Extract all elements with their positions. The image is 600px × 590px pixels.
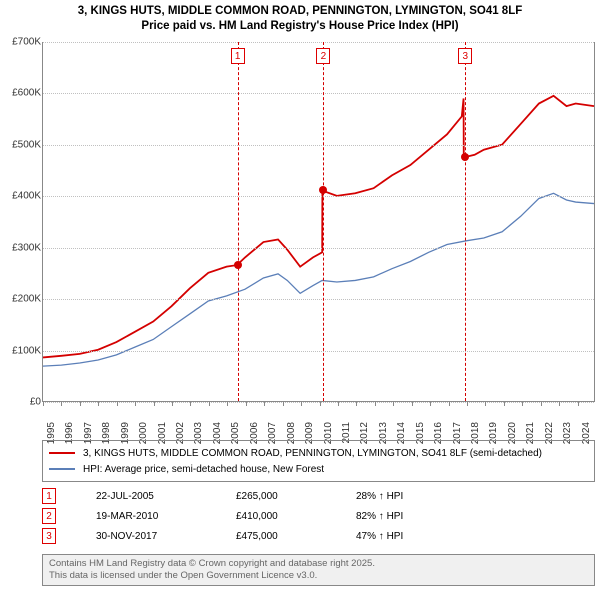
legend-label: 3, KINGS HUTS, MIDDLE COMMON ROAD, PENNI… [83, 448, 542, 459]
legend: 3, KINGS HUTS, MIDDLE COMMON ROAD, PENNI… [42, 440, 595, 482]
event-row: 1 22-JUL-2005£265,00028% ↑ HPI [42, 486, 595, 506]
reference-line [323, 42, 324, 401]
y-axis-label: £0 [3, 397, 41, 408]
y-axis-label: £500K [3, 139, 41, 150]
gridline-h [43, 248, 594, 249]
y-axis-label: £600K [3, 88, 41, 99]
event-delta: 28% ↑ HPI [356, 491, 403, 502]
y-axis-label: £200K [3, 294, 41, 305]
x-tick [412, 401, 413, 406]
reference-marker-box: 1 [231, 48, 245, 64]
legend-label: HPI: Average price, semi-detached house,… [83, 464, 324, 475]
x-tick [246, 401, 247, 406]
footer-attribution: Contains HM Land Registry data © Crown c… [42, 554, 595, 586]
title-block: 3, KINGS HUTS, MIDDLE COMMON ROAD, PENNI… [0, 0, 600, 36]
chart-plot-area: £0£100K£200K£300K£400K£500K£600K£700K199… [42, 42, 595, 402]
y-axis-label: £300K [3, 242, 41, 253]
x-tick [578, 401, 579, 406]
x-tick [559, 401, 560, 406]
legend-row: HPI: Average price, semi-detached house,… [49, 461, 588, 477]
reference-marker-box: 3 [458, 48, 472, 64]
reference-marker-box: 2 [316, 48, 330, 64]
x-tick [135, 401, 136, 406]
legend-swatch [49, 452, 75, 454]
y-axis-label: £700K [3, 37, 41, 48]
x-tick [467, 401, 468, 406]
legend-row: 3, KINGS HUTS, MIDDLE COMMON ROAD, PENNI… [49, 445, 588, 461]
x-tick [449, 401, 450, 406]
x-tick [338, 401, 339, 406]
gridline-h [43, 299, 594, 300]
reference-point-marker [319, 186, 327, 194]
footer-line-1: Contains HM Land Registry data © Crown c… [49, 558, 588, 570]
event-number-box: 2 [42, 508, 56, 524]
x-tick [154, 401, 155, 406]
reference-point-marker [461, 153, 469, 161]
reference-line [238, 42, 239, 401]
footer-line-2: This data is licensed under the Open Gov… [49, 570, 588, 582]
title-line-1: 3, KINGS HUTS, MIDDLE COMMON ROAD, PENNI… [0, 4, 600, 19]
x-tick [209, 401, 210, 406]
gridline-h [43, 351, 594, 352]
chart-container: 3, KINGS HUTS, MIDDLE COMMON ROAD, PENNI… [0, 0, 600, 590]
x-tick [504, 401, 505, 406]
x-tick [283, 401, 284, 406]
chart-svg [43, 42, 594, 401]
series-line-price_paid [43, 96, 594, 358]
event-number-box: 1 [42, 488, 56, 504]
legend-swatch [49, 468, 75, 470]
x-tick [522, 401, 523, 406]
x-tick [264, 401, 265, 406]
x-tick [393, 401, 394, 406]
event-price: £410,000 [236, 511, 356, 522]
x-tick [541, 401, 542, 406]
event-price: £475,000 [236, 531, 356, 542]
event-row: 2 19-MAR-2010£410,00082% ↑ HPI [42, 506, 595, 526]
gridline-h [43, 145, 594, 146]
event-date: 19-MAR-2010 [96, 511, 236, 522]
reference-point-marker [234, 261, 242, 269]
event-price: £265,000 [236, 491, 356, 502]
x-tick [98, 401, 99, 406]
x-tick [190, 401, 191, 406]
y-axis-label: £400K [3, 191, 41, 202]
x-tick [301, 401, 302, 406]
x-tick [430, 401, 431, 406]
series-line-hpi [43, 193, 594, 366]
title-line-2: Price paid vs. HM Land Registry's House … [0, 19, 600, 34]
x-tick [375, 401, 376, 406]
reference-line [465, 42, 466, 401]
x-tick [61, 401, 62, 406]
event-date: 30-NOV-2017 [96, 531, 236, 542]
x-tick [43, 401, 44, 406]
gridline-h [43, 402, 594, 403]
x-tick [117, 401, 118, 406]
x-tick [80, 401, 81, 406]
event-row: 3 30-NOV-2017£475,00047% ↑ HPI [42, 526, 595, 546]
gridline-h [43, 196, 594, 197]
x-tick [356, 401, 357, 406]
event-delta: 82% ↑ HPI [356, 511, 403, 522]
gridline-h [43, 42, 594, 43]
event-date: 22-JUL-2005 [96, 491, 236, 502]
gridline-h [43, 93, 594, 94]
x-tick [227, 401, 228, 406]
event-number-box: 3 [42, 528, 56, 544]
events-table: 1 22-JUL-2005£265,00028% ↑ HPI 2 19-MAR-201… [42, 486, 595, 546]
y-axis-label: £100K [3, 345, 41, 356]
event-delta: 47% ↑ HPI [356, 531, 403, 542]
x-tick [485, 401, 486, 406]
x-tick [172, 401, 173, 406]
x-tick [320, 401, 321, 406]
